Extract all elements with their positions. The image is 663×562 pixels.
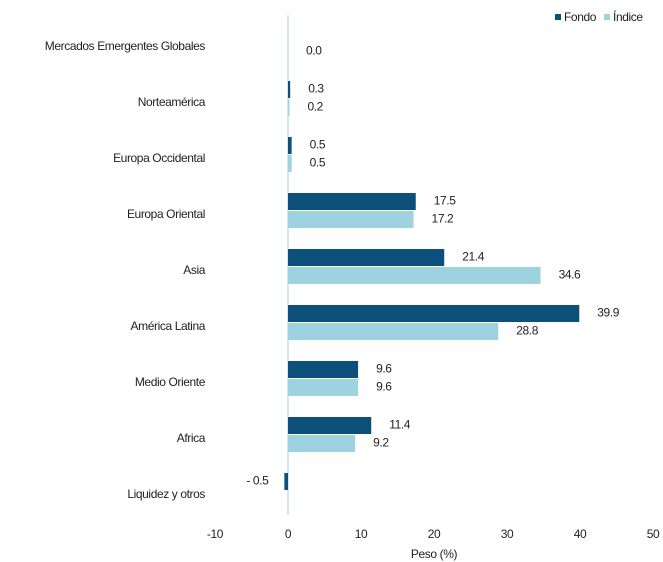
bar <box>288 417 372 434</box>
x-tick-label: 20 <box>428 527 441 541</box>
value-label: 0.3 <box>308 82 324 96</box>
bar <box>288 379 359 396</box>
y-tick-label: Africa <box>177 431 206 445</box>
legend-swatch <box>555 14 561 20</box>
value-label: 17.5 <box>434 194 456 208</box>
bar <box>288 361 359 378</box>
value-label: 9.6 <box>376 380 392 394</box>
legend-swatch <box>604 14 611 20</box>
y-tick-label: América Latina <box>131 319 206 333</box>
value-label: 21.4 <box>462 250 484 264</box>
y-tick-label: Asia <box>183 263 205 277</box>
bar <box>288 193 416 210</box>
bar <box>288 435 356 452</box>
y-tick-label: Europa Occidental <box>113 151 205 165</box>
value-label: 9.6 <box>376 362 392 376</box>
x-axis-label: Peso (%) <box>411 547 458 561</box>
bar <box>284 473 288 490</box>
bar <box>288 99 290 116</box>
value-label: 39.9 <box>597 306 619 320</box>
bar <box>288 305 580 322</box>
x-tick-label: -10 <box>207 527 224 541</box>
x-tick-label: 50 <box>647 527 660 541</box>
value-label: 11.4 <box>389 418 411 432</box>
value-label: 0.0 <box>306 44 322 58</box>
value-label: 17.2 <box>432 212 454 226</box>
value-label: 9.2 <box>373 436 389 450</box>
bar <box>288 267 541 284</box>
y-tick-label: Norteamérica <box>138 95 206 109</box>
legend-label: Fondo <box>564 10 597 24</box>
bar <box>288 137 292 154</box>
x-tick-label: 10 <box>355 527 368 541</box>
y-tick-label: Liquidez y otros <box>127 487 205 501</box>
bar <box>288 81 291 98</box>
value-label: 0.5 <box>310 156 326 170</box>
bar <box>288 155 292 172</box>
bar <box>288 323 499 340</box>
y-tick-label: Medio Oriente <box>135 375 206 389</box>
bar <box>288 249 445 266</box>
x-tick-label: 40 <box>574 527 587 541</box>
bar <box>288 211 414 228</box>
x-tick-label: 0 <box>285 527 292 541</box>
x-tick-label: 30 <box>501 527 514 541</box>
y-tick-label: Mercados Emergentes Globales <box>45 39 206 53</box>
value-label: 28.8 <box>516 324 538 338</box>
value-label: 34.6 <box>559 268 581 282</box>
value-label: - 0.5 <box>246 474 269 488</box>
legend-label: Índice <box>613 9 643 24</box>
value-label: 0.2 <box>307 100 323 114</box>
y-tick-label: Europa Oriental <box>127 207 205 221</box>
value-label: 0.5 <box>310 138 326 152</box>
